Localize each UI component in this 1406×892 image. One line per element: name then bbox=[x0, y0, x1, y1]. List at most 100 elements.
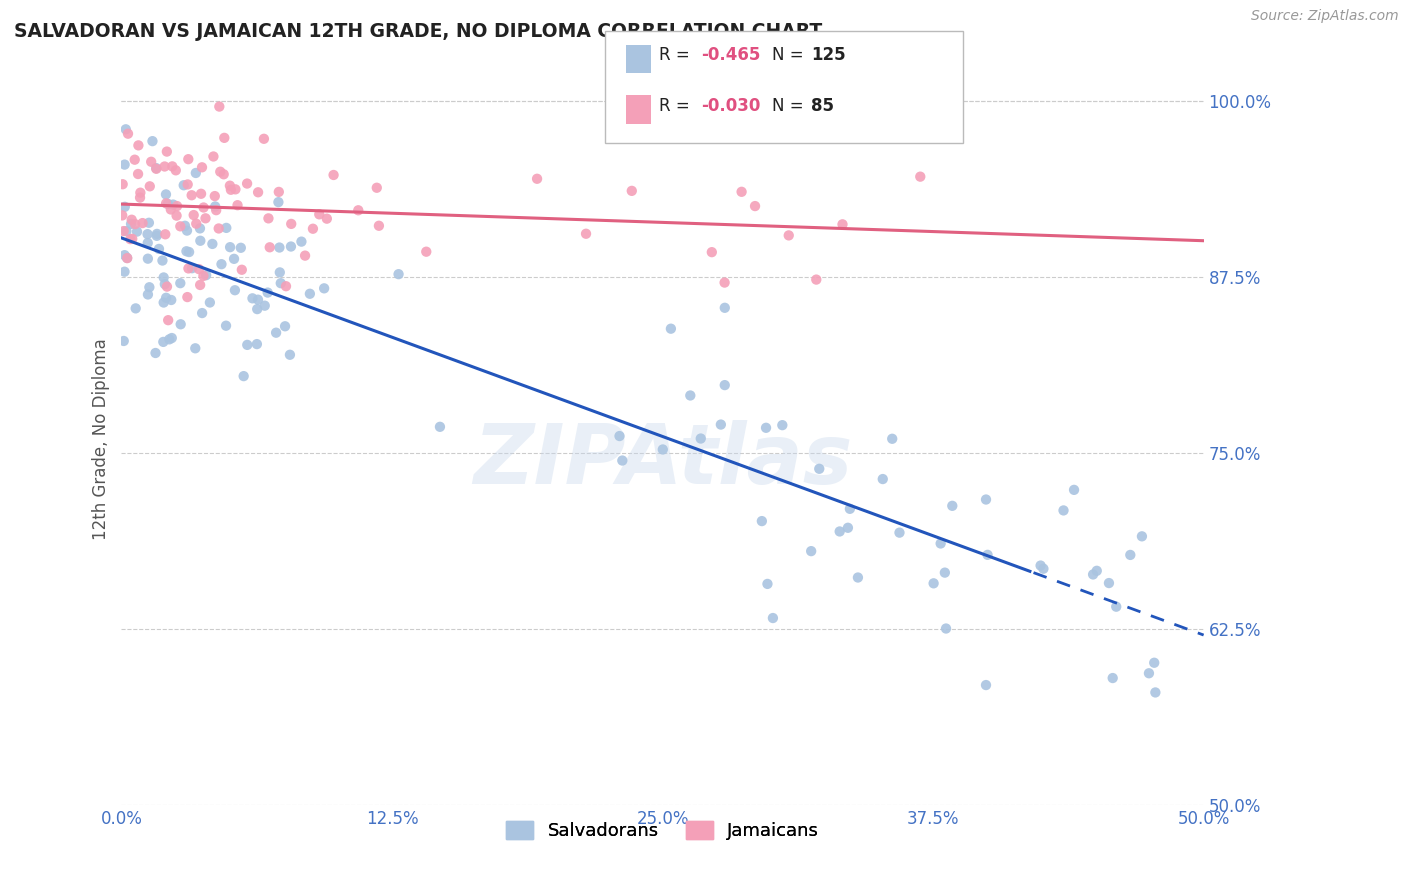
Point bbox=[314, 281, 336, 295]
Point bbox=[146, 227, 169, 241]
Point bbox=[846, 570, 869, 584]
Point bbox=[121, 212, 143, 227]
Point bbox=[755, 421, 778, 435]
Point bbox=[290, 235, 312, 249]
Point bbox=[713, 301, 735, 315]
Point bbox=[713, 276, 735, 290]
Point bbox=[162, 160, 184, 174]
Point bbox=[139, 179, 162, 194]
Point bbox=[145, 161, 167, 176]
Point bbox=[253, 132, 276, 146]
Point bbox=[236, 177, 259, 191]
Point bbox=[145, 346, 167, 360]
Point bbox=[169, 219, 191, 234]
Point bbox=[270, 276, 292, 290]
Point bbox=[308, 207, 330, 221]
Point bbox=[114, 265, 136, 279]
Point bbox=[195, 268, 218, 282]
Point bbox=[1143, 656, 1166, 670]
Point bbox=[136, 227, 159, 241]
Point bbox=[186, 217, 208, 231]
Point bbox=[169, 276, 191, 290]
Text: N =: N = bbox=[772, 97, 808, 115]
Point bbox=[166, 199, 188, 213]
Point bbox=[1101, 671, 1123, 685]
Point bbox=[155, 227, 177, 242]
Point bbox=[762, 611, 785, 625]
Point bbox=[152, 270, 174, 285]
Point bbox=[1144, 685, 1167, 699]
Point bbox=[209, 165, 232, 179]
Point bbox=[181, 261, 204, 276]
Point bbox=[205, 203, 228, 218]
Point bbox=[193, 201, 215, 215]
Point bbox=[112, 224, 135, 238]
Point bbox=[141, 154, 163, 169]
Point bbox=[976, 548, 998, 562]
Point bbox=[176, 244, 198, 259]
Point bbox=[910, 169, 932, 184]
Point bbox=[202, 149, 225, 163]
Point bbox=[124, 217, 146, 231]
Point bbox=[176, 178, 198, 192]
Point bbox=[146, 228, 169, 243]
Point bbox=[214, 131, 236, 145]
Point bbox=[226, 198, 249, 212]
Point bbox=[620, 184, 643, 198]
Point bbox=[160, 293, 183, 307]
Point bbox=[651, 442, 673, 457]
Point bbox=[280, 239, 302, 253]
Point bbox=[730, 185, 752, 199]
Point bbox=[700, 245, 723, 260]
Point bbox=[114, 248, 136, 262]
Point bbox=[259, 240, 281, 254]
Point bbox=[778, 228, 800, 243]
Point bbox=[152, 253, 174, 268]
Point bbox=[770, 418, 793, 433]
Y-axis label: 12th Grade, No Diploma: 12th Grade, No Diploma bbox=[93, 338, 110, 540]
Point bbox=[242, 291, 264, 305]
Point bbox=[274, 319, 297, 334]
Point bbox=[302, 221, 325, 235]
Point bbox=[269, 241, 291, 255]
Point bbox=[129, 186, 152, 200]
Point bbox=[173, 178, 195, 193]
Point bbox=[114, 200, 136, 214]
Point bbox=[204, 199, 226, 213]
Point bbox=[366, 180, 388, 194]
Point bbox=[1029, 558, 1052, 573]
Point bbox=[744, 199, 766, 213]
Point bbox=[294, 249, 316, 263]
Point bbox=[872, 472, 894, 486]
Point bbox=[121, 232, 143, 246]
Point bbox=[219, 183, 242, 197]
Point bbox=[208, 221, 231, 235]
Point bbox=[322, 168, 344, 182]
Point bbox=[157, 313, 180, 327]
Point bbox=[267, 195, 290, 210]
Point bbox=[278, 348, 301, 362]
Point bbox=[155, 187, 177, 202]
Point bbox=[298, 286, 321, 301]
Point bbox=[136, 252, 159, 266]
Text: -0.030: -0.030 bbox=[702, 97, 761, 115]
Point bbox=[127, 138, 149, 153]
Point bbox=[176, 224, 198, 238]
Legend: Salvadorans, Jamaicans: Salvadorans, Jamaicans bbox=[499, 814, 827, 847]
Point bbox=[184, 166, 207, 180]
Point bbox=[808, 462, 831, 476]
Point bbox=[315, 211, 337, 226]
Point bbox=[193, 268, 215, 283]
Point bbox=[156, 145, 179, 159]
Point bbox=[159, 202, 181, 217]
Point bbox=[131, 216, 153, 230]
Point bbox=[145, 161, 167, 175]
Point bbox=[212, 167, 235, 181]
Text: ZIPAtlas: ZIPAtlas bbox=[472, 420, 852, 501]
Point bbox=[156, 197, 179, 211]
Point bbox=[152, 334, 174, 349]
Point bbox=[689, 432, 711, 446]
Text: Source: ZipAtlas.com: Source: ZipAtlas.com bbox=[1251, 9, 1399, 23]
Point bbox=[229, 241, 252, 255]
Point bbox=[415, 244, 437, 259]
